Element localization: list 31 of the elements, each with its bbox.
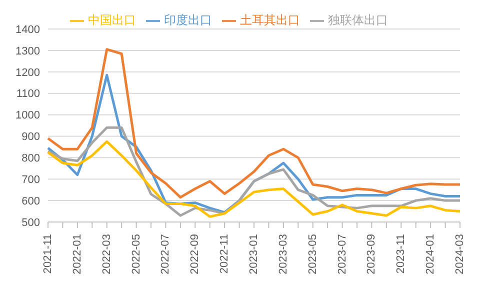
y-tick-label: 600 bbox=[22, 195, 40, 208]
x-tick-label: 2022-03 bbox=[100, 234, 113, 274]
line-series bbox=[46, 48, 462, 199]
x-tick-label: 2023-01 bbox=[248, 234, 260, 274]
x-tick-label: 2024-01 bbox=[424, 234, 437, 274]
x-tick-label: 2022-11 bbox=[218, 234, 231, 274]
y-tick-label: 1400 bbox=[16, 24, 40, 36]
x-tick-label: 2022-07 bbox=[160, 234, 172, 274]
y-tick-label: 700 bbox=[22, 174, 40, 186]
x-tick-label: 2023-11 bbox=[395, 234, 408, 274]
x-tick-label: 2024-03 bbox=[454, 234, 466, 274]
y-tick-label: 1200 bbox=[16, 66, 40, 79]
y-tick-label: 500 bbox=[22, 216, 40, 229]
y-tick-label: 1300 bbox=[16, 45, 40, 58]
legend-label: 土耳其出口 bbox=[240, 13, 300, 27]
x-tick-label: 2021-11 bbox=[42, 234, 54, 274]
x-tick-label: 2022-01 bbox=[71, 234, 84, 274]
legend-label: 印度出口 bbox=[164, 13, 212, 27]
y-tick-label: 1100 bbox=[16, 88, 40, 100]
x-tick-label: 2023-07 bbox=[336, 234, 348, 274]
y-tick-label: 900 bbox=[22, 131, 40, 144]
x-tick-label: 2023-09 bbox=[366, 234, 378, 274]
x-tick-label: 2022-05 bbox=[130, 234, 142, 274]
legend-label: 独联体出口 bbox=[328, 13, 388, 27]
x-tick-label: 2023-05 bbox=[306, 234, 319, 274]
line-series bbox=[46, 140, 462, 218]
x-tick-label: 2022-09 bbox=[189, 234, 202, 274]
x-tick-label: 2023-03 bbox=[277, 234, 290, 274]
legend-label: 中国出口 bbox=[88, 13, 136, 27]
y-tick-label: 1000 bbox=[16, 110, 40, 122]
y-tick-label: 800 bbox=[22, 152, 40, 165]
